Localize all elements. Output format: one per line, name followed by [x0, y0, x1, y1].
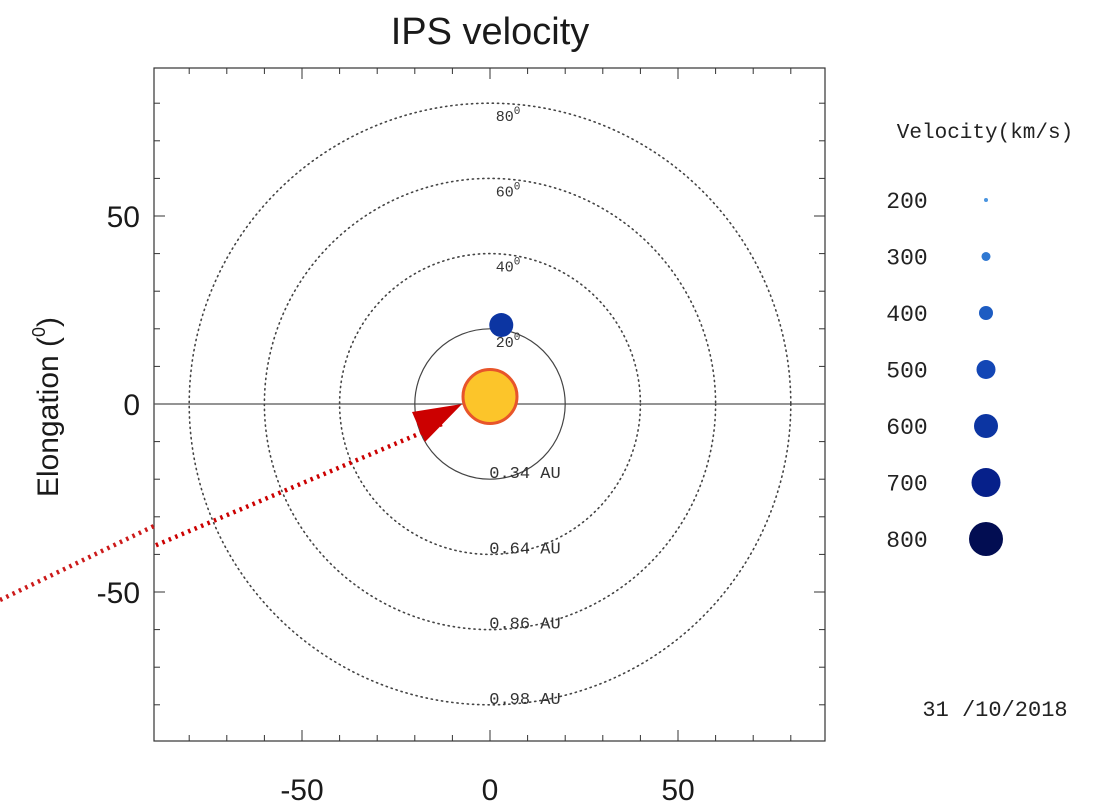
- elongation-circle-label: 800: [496, 106, 521, 126]
- velocity-legend: 200 300 400 500 600 700 800: [886, 189, 1003, 556]
- y-axis-label: Elongation (0): [29, 317, 65, 497]
- y-tick-label: 0: [123, 389, 140, 422]
- elongation-circles: 200 0.34 AU 400 0.64 AU 600 0.86 AU 800 0.98 AU: [188, 102, 792, 710]
- elongation-circle: [188, 102, 792, 706]
- y-tick-label: -50: [97, 577, 140, 610]
- sun-disc: [461, 367, 519, 425]
- x-tick-label: 50: [661, 774, 694, 806]
- observation-date: 31 /10/2018: [922, 698, 1067, 723]
- legend-entry-marker: [971, 468, 1001, 497]
- velocity-point: [489, 313, 514, 338]
- legend-entry-label: 300: [886, 246, 927, 272]
- au-distance-label: 0.98 AU: [489, 691, 560, 710]
- au-distance-label: 0.86 AU: [489, 616, 560, 635]
- chart-title: IPS velocity: [391, 11, 590, 53]
- au-distance-label: 0.34 AU: [489, 465, 560, 484]
- elongation-circle: [263, 177, 717, 631]
- legend-entry-marker: [969, 522, 1003, 556]
- earth-direction-arrow: [154, 404, 462, 549]
- elongation-circle-label: 200: [496, 332, 521, 352]
- x-tick-label: 0: [482, 774, 499, 806]
- elongation-circle: [338, 252, 642, 556]
- x-tick-label: -50: [280, 774, 323, 806]
- y-tick-label: 50: [107, 201, 140, 234]
- legend-entry-marker: [979, 306, 993, 320]
- y-axis-label-sup: 0: [29, 327, 49, 337]
- legend-entry-label: 500: [886, 359, 927, 385]
- legend-entry-marker: [984, 198, 988, 202]
- legend-entry-label: 200: [886, 189, 927, 215]
- au-distance-label: 0.64 AU: [489, 540, 560, 559]
- legend-entry-marker: [974, 414, 998, 438]
- velocity-points: [489, 313, 514, 338]
- legend-title: Velocity(km/s): [897, 122, 1073, 145]
- legend-entry-label: 600: [886, 415, 927, 441]
- sun-marker: [461, 367, 519, 425]
- y-axis-label-text: Elongation (: [32, 337, 65, 497]
- arrow-head: [412, 404, 462, 442]
- legend-entry-marker: [976, 360, 996, 379]
- earth-direction-arrow-tail: [0, 523, 155, 603]
- axis-tick-labels: -50 0 50 50 0 -50: [97, 201, 695, 806]
- svg-text:Elongation (0): Elongation (0): [29, 317, 65, 497]
- elongation-circle-label: 400: [496, 257, 521, 277]
- elongation-circle-label: 600: [496, 181, 521, 201]
- legend-entry-label: 700: [886, 472, 927, 498]
- legend-entry-label: 800: [886, 528, 927, 554]
- legend-entry-marker: [981, 252, 991, 261]
- legend-entry-label: 400: [886, 302, 927, 328]
